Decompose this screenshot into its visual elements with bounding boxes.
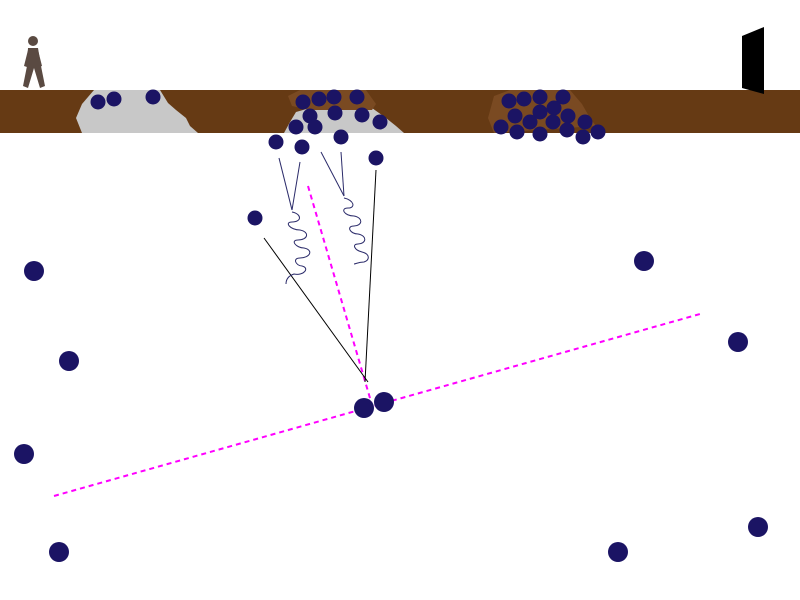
free-particles[interactable] xyxy=(14,251,768,562)
particle xyxy=(247,210,263,226)
particle-track xyxy=(278,157,293,211)
spring-coil xyxy=(285,211,311,285)
particle xyxy=(145,89,161,105)
particle xyxy=(368,150,384,166)
particle-track xyxy=(340,151,345,197)
particle xyxy=(522,114,538,130)
particle-pile-left xyxy=(90,89,161,110)
particle xyxy=(559,122,575,138)
particle-pile-middle xyxy=(288,89,388,145)
door-icon[interactable] xyxy=(742,27,764,94)
free-particle xyxy=(24,261,44,281)
particle xyxy=(354,107,370,123)
particle xyxy=(354,398,374,418)
particle-track xyxy=(263,237,369,383)
particle xyxy=(555,89,571,105)
particle xyxy=(577,114,593,130)
particle xyxy=(106,91,122,107)
particle xyxy=(327,105,343,121)
laser-beam-short xyxy=(307,185,373,406)
particle xyxy=(326,89,342,105)
particle xyxy=(546,100,562,116)
flying-particles xyxy=(247,134,384,226)
particle xyxy=(560,108,576,124)
particle xyxy=(311,91,327,107)
particle-track xyxy=(320,151,345,197)
free-particle xyxy=(49,542,69,562)
free-particle xyxy=(634,251,654,271)
particle xyxy=(532,104,548,120)
person-icon[interactable] xyxy=(23,36,45,88)
dug-hole-left xyxy=(76,90,198,133)
free-particle xyxy=(14,444,34,464)
particle xyxy=(90,94,106,110)
particle xyxy=(374,392,394,412)
particle xyxy=(295,94,311,110)
particle xyxy=(516,91,532,107)
particle xyxy=(493,119,509,135)
particle xyxy=(575,129,591,145)
particle xyxy=(349,89,365,105)
free-particle xyxy=(59,351,79,371)
particle xyxy=(532,89,548,105)
particle-pile-right xyxy=(493,89,606,145)
spring-coil xyxy=(343,197,369,265)
particle-track xyxy=(291,161,301,211)
particle xyxy=(294,139,310,155)
particle xyxy=(501,93,517,109)
particle xyxy=(509,124,525,140)
particle xyxy=(307,119,323,135)
particle xyxy=(507,108,523,124)
particle xyxy=(545,114,561,130)
particle-track xyxy=(364,169,377,383)
collision-pair[interactable] xyxy=(354,392,394,418)
particle xyxy=(268,134,284,150)
particle xyxy=(333,129,349,145)
free-particle xyxy=(728,332,748,352)
particle xyxy=(288,119,304,135)
free-particle xyxy=(748,517,768,537)
free-particle xyxy=(608,542,628,562)
particle xyxy=(532,126,548,142)
particle xyxy=(590,124,606,140)
particle xyxy=(372,114,388,130)
